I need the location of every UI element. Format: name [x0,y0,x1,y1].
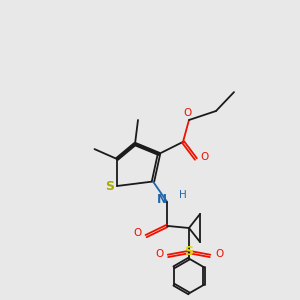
Text: O: O [215,249,223,260]
Text: N: N [157,193,167,206]
Text: O: O [155,249,163,260]
Text: O: O [183,107,192,118]
Text: S: S [184,244,194,258]
Text: S: S [105,179,114,193]
Text: H: H [179,190,187,200]
Text: O: O [200,152,208,163]
Text: O: O [133,228,141,238]
